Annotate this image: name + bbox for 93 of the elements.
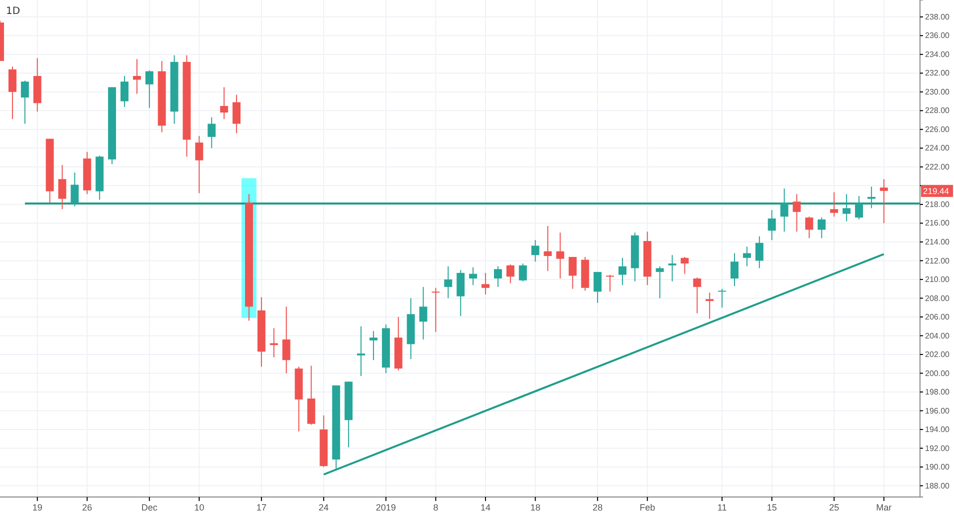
candlestick [780, 188, 788, 232]
candlestick [456, 270, 465, 317]
x-tick-label: 25 [829, 502, 840, 512]
x-tick-label: 24 [318, 502, 329, 512]
candlestick [369, 330, 378, 361]
candlestick [8, 66, 16, 120]
candlestick [867, 186, 876, 209]
candlestick [58, 164, 66, 210]
x-tick-label: Feb [640, 502, 656, 512]
candlestick [70, 172, 79, 207]
candlestick [768, 210, 776, 241]
candlestick [20, 80, 29, 124]
candlestick [195, 135, 204, 194]
x-tick-label: 15 [766, 502, 777, 512]
y-tick-label: 202.00 [925, 350, 950, 360]
candlestick [792, 194, 801, 232]
candlestick [842, 194, 851, 222]
candlestick [132, 58, 141, 94]
candlestick [444, 266, 452, 299]
y-tick-label: 204.00 [925, 331, 950, 340]
candlestick [730, 252, 738, 287]
y-tick-label: 216.00 [925, 218, 950, 228]
y-tick-label: 206.00 [925, 312, 950, 322]
y-tick-label: 232.00 [925, 68, 950, 78]
x-tick-label: 11 [717, 502, 727, 512]
candlestick [419, 286, 428, 340]
candlestick [469, 266, 478, 286]
candlestick [232, 94, 241, 134]
candlestick [145, 70, 154, 108]
candlestick [594, 271, 602, 304]
candlestick [718, 288, 726, 308]
y-tick-label: 218.00 [925, 200, 950, 209]
x-tick-label: 10 [194, 502, 204, 512]
candlestick [432, 287, 440, 332]
candlestick [220, 86, 228, 120]
candlestick [357, 326, 366, 377]
y-tick-label: 230.00 [925, 87, 950, 96]
x-tick-label: 26 [82, 502, 92, 512]
x-tick-label: 18 [530, 502, 540, 512]
y-tick-label: 222.00 [925, 162, 950, 172]
y-tick-label: 190.00 [925, 462, 950, 472]
candlestick [606, 274, 614, 292]
text: 1D [6, 6, 20, 17]
y-tick-label: 194.00 [925, 425, 950, 434]
y-tick-label: 198.00 [925, 388, 950, 397]
candlestick [556, 232, 564, 280]
candlestick [618, 257, 626, 286]
y-tick-label: 234.00 [925, 50, 950, 59]
candlestick [855, 195, 863, 220]
candlestick [706, 292, 714, 320]
candlestick [693, 277, 702, 314]
x-tick-label: 14 [480, 502, 491, 512]
candlestick [668, 254, 676, 282]
y-tick-label: 188.00 [925, 481, 950, 490]
candlestick [544, 225, 552, 272]
candlestick [568, 256, 577, 290]
candlestick [680, 256, 689, 274]
candlestick [494, 266, 502, 288]
x-tick-label: Mar [876, 502, 892, 512]
x-tick-label: 8 [433, 502, 438, 512]
y-tick-label: 238.00 [925, 12, 950, 22]
candlestick [531, 240, 540, 262]
text: 219.44 [923, 186, 950, 196]
x-tick-label: Dec [141, 502, 158, 512]
y-tick-label: 210.00 [925, 275, 950, 284]
y-tick-label: 196.00 [925, 406, 950, 416]
y-tick-label: 212.00 [925, 256, 950, 266]
y-tick-label: 236.00 [925, 31, 950, 40]
candlestick [518, 263, 527, 282]
x-tick-label: 28 [592, 502, 603, 512]
candlestick [282, 306, 290, 374]
candlestick [270, 328, 278, 358]
candlestick [506, 264, 514, 284]
x-tick-label: 2019 [376, 502, 396, 512]
candlestick [805, 216, 814, 239]
candlestick [830, 192, 838, 218]
candlestick [880, 178, 888, 224]
y-tick-label: 192.00 [925, 444, 950, 453]
candlestick [482, 272, 490, 295]
y-tick-label: 226.00 [925, 124, 950, 134]
candlestick [208, 116, 216, 149]
x-tick-label: 19 [32, 502, 42, 512]
y-tick-label: 224.00 [925, 144, 950, 153]
candlestick [656, 266, 664, 299]
y-tick-label: 200.00 [925, 368, 950, 378]
x-tick-label: 17 [256, 502, 266, 512]
candlestick [742, 246, 751, 267]
candlestick [818, 217, 826, 239]
candlestick [755, 236, 764, 269]
y-tick-label: 214.00 [925, 237, 950, 246]
candlestick [120, 75, 128, 108]
y-tick-label: 228.00 [925, 106, 950, 116]
y-tick-label: 208.00 [925, 294, 950, 303]
